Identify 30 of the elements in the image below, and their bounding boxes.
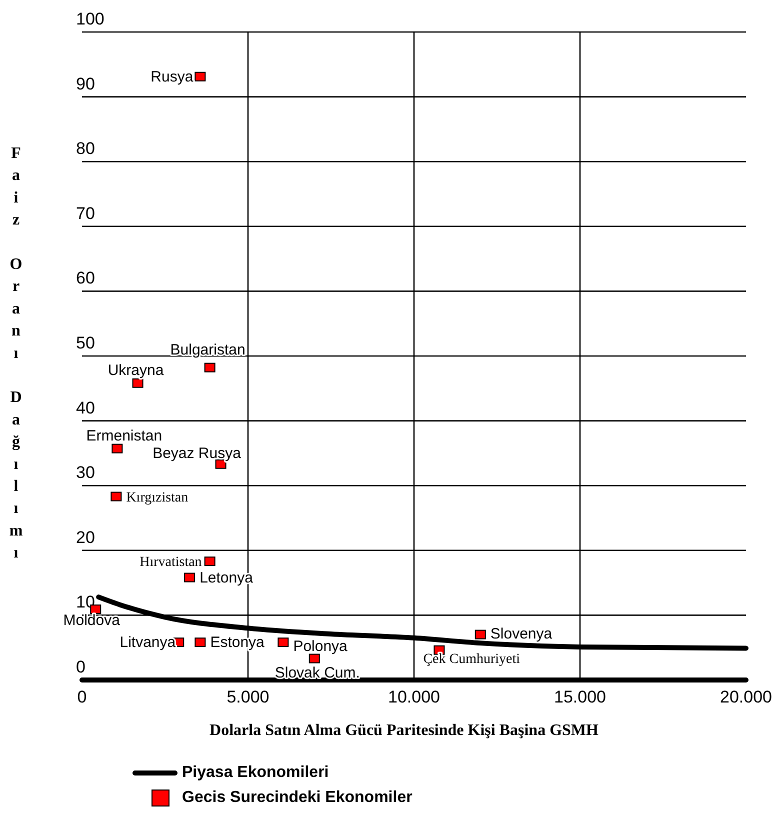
annotation: Ermenistan — [86, 427, 162, 444]
annotation: Polonya — [293, 638, 348, 656]
y-tick-label: 20 — [76, 528, 95, 547]
y-tick-label: 80 — [76, 139, 95, 158]
annotation: Kırgızistan — [126, 490, 188, 506]
legend-label: Gecis Surecindeki Ekonomiler — [182, 789, 412, 806]
annotation: Slovenya — [490, 625, 553, 642]
annotation: Çek Cumhuriyeti — [423, 652, 520, 667]
x-tick-label: 5.000 — [226, 687, 270, 706]
x-tick-label: 20.000 — [720, 687, 772, 706]
annotation: Hırvatistan — [140, 555, 202, 570]
annotation: Beyaz Rusya — [152, 444, 242, 462]
y-tick-label: 90 — [76, 74, 95, 94]
y-tick-label: 50 — [76, 333, 95, 352]
annotation: Bulgaristan — [170, 341, 246, 358]
y-tick-label: 70 — [76, 204, 95, 223]
y-tick-label: 60 — [76, 268, 95, 288]
annotation: Slovak Cum. — [274, 664, 360, 682]
annotation: Ukrayna — [108, 362, 164, 379]
x-axis-title: Dolarla Satın Alma Gücü Paritesinde Kişi Başina GSMH — [210, 722, 600, 739]
annotation: Moldova — [63, 612, 121, 630]
legend-label: Piyasa Ekonomileri — [182, 764, 329, 782]
x-tick-label: 15.000 — [554, 687, 606, 706]
y-tick-label: 40 — [76, 398, 95, 418]
y-tick-label: 100 — [76, 9, 104, 28]
annotation: Rusya — [150, 68, 194, 86]
y-tick-label: 30 — [76, 463, 95, 482]
y-tick-label: 0 — [76, 657, 86, 676]
x-tick-label: 10.000 — [388, 687, 440, 706]
text: Faiz Oranı Dağılımı — [9, 145, 23, 562]
